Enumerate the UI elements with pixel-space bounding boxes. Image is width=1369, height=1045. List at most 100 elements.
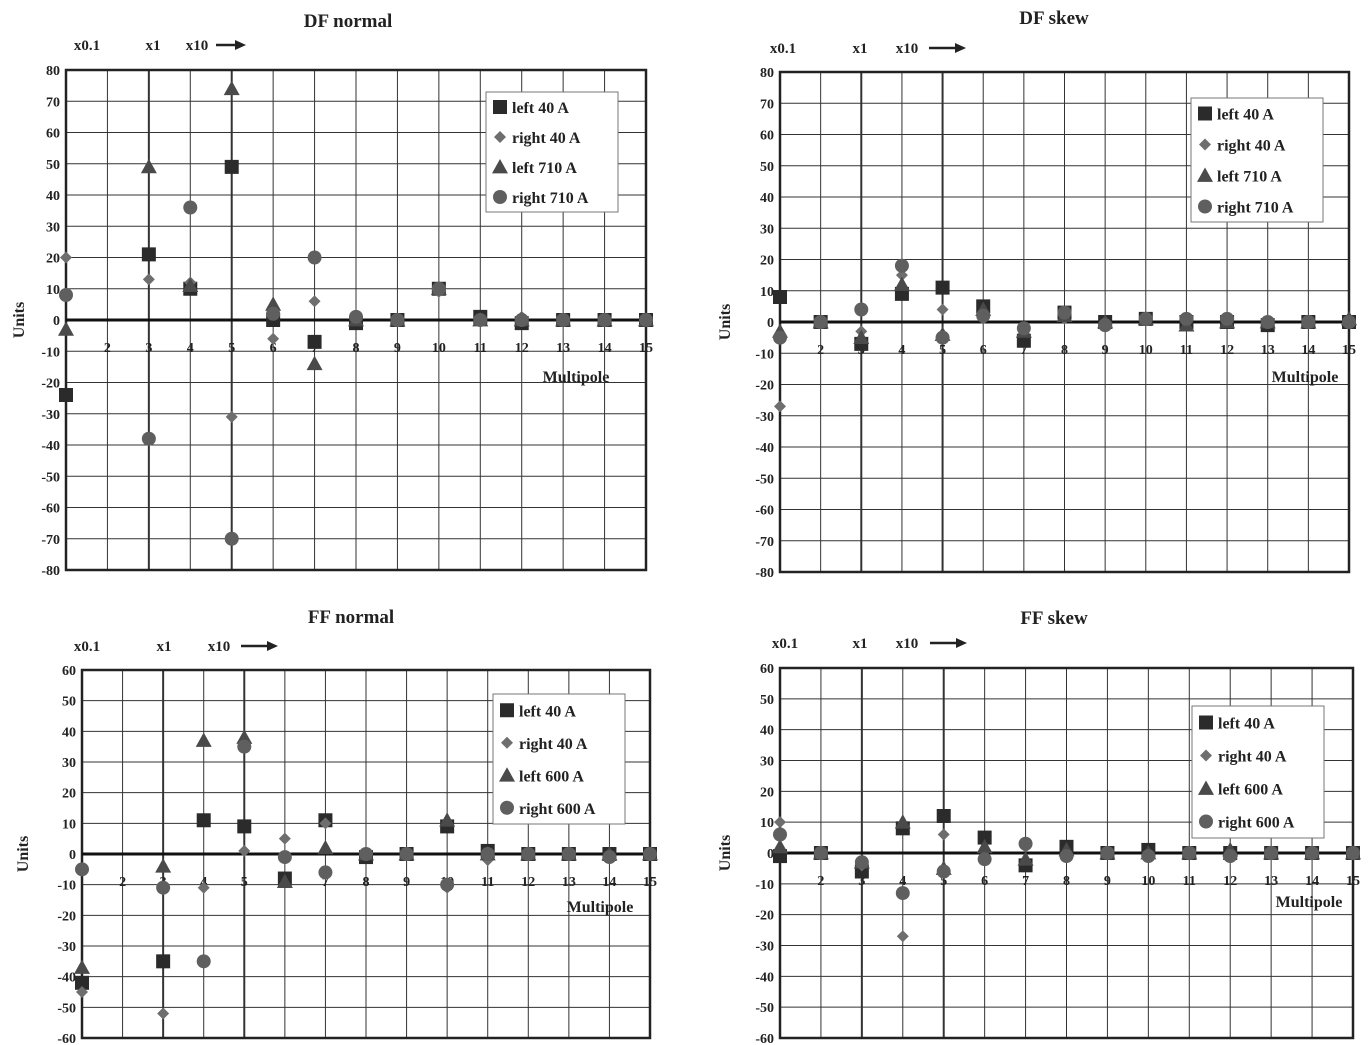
y-tick-label: -30 — [57, 940, 76, 955]
x-tick-label: 2 — [104, 341, 111, 356]
legend-entry: left 40 A — [1217, 107, 1274, 124]
series-right-710-a — [773, 258, 1356, 345]
data-points — [772, 258, 1357, 413]
data-point-circle — [1260, 315, 1275, 329]
y-tick-label: -10 — [755, 878, 774, 893]
data-point-circle — [894, 258, 909, 273]
x-tick-label: 13 — [562, 875, 576, 890]
y-tick-label: -20 — [41, 377, 60, 392]
y-tick-label: -70 — [755, 535, 774, 550]
chart-title: DF skew — [1019, 8, 1089, 29]
y-tick-label: 20 — [760, 254, 774, 269]
scale-label: x1 — [853, 636, 868, 652]
scale-label: x1 — [853, 41, 868, 57]
chart-title: FF skew — [1020, 608, 1088, 629]
data-point-triangle — [155, 858, 172, 873]
x-tick-label: 5 — [939, 343, 946, 358]
data-point-diamond — [225, 410, 238, 423]
data-point-circle — [1057, 305, 1072, 320]
legend-box — [1190, 97, 1324, 223]
x-tick-label: 5 — [228, 341, 235, 356]
legend-entry: left 710 A — [512, 160, 577, 177]
x-axis-label: Multipole — [567, 899, 634, 916]
data-point-diamond — [774, 400, 786, 413]
data-point-circle — [597, 313, 612, 327]
y-tick-label: 60 — [46, 127, 60, 142]
data-point-square — [237, 819, 252, 834]
x-tick-label: 3 — [858, 874, 865, 889]
data-point-triangle — [439, 812, 456, 827]
y-axis-label: Units — [717, 835, 734, 871]
scale-label: x1 — [157, 639, 172, 655]
legend-entry: right 600 A — [1218, 815, 1295, 832]
data-point-circle — [1138, 311, 1153, 326]
chart-ff-skew: FF skew x0.1 x1 x10 -60 -50 -40 -30 -20 -10 0 10 20 3… — [717, 608, 1361, 1045]
legend-marker-square — [493, 100, 507, 114]
y-tick-label: 0 — [767, 316, 774, 331]
x-tick-label: 8 — [1063, 874, 1070, 889]
data-point-circle — [1220, 311, 1235, 326]
data-point-circle — [390, 313, 405, 327]
data-point-diamond — [157, 1007, 170, 1020]
data-point-circle — [1059, 849, 1074, 864]
legend-entry: right 600 A — [519, 801, 596, 818]
data-points — [772, 809, 1361, 943]
x-tick-label: 11 — [1180, 343, 1193, 358]
data-point-circle — [349, 309, 363, 324]
scale-label: x0.1 — [772, 636, 798, 652]
data-point-circle — [935, 330, 950, 345]
data-point-circle — [431, 281, 446, 296]
x-tick-label: 2 — [817, 874, 824, 889]
data-point-circle — [639, 313, 653, 327]
x-tick-label: 9 — [1102, 343, 1109, 358]
y-tick-label: 50 — [760, 160, 774, 175]
scale-arrow-icon — [267, 641, 278, 651]
y-tick-label: 40 — [760, 191, 774, 206]
data-point-square — [156, 954, 171, 969]
x-tick-label: 14 — [598, 341, 612, 356]
y-tick-label: 50 — [62, 695, 76, 710]
data-point-triangle — [1017, 851, 1034, 866]
scale-label: x10 — [896, 41, 919, 57]
x-tick-label: 6 — [980, 343, 987, 358]
legend: left 40 A right 40 A left 600 A right 600 A — [492, 693, 626, 825]
data-point-triangle — [236, 729, 253, 744]
x-axis-label: Multipole — [543, 369, 610, 386]
data-point-triangle — [276, 873, 293, 888]
legend-marker-triangle — [492, 159, 508, 174]
y-tick-label: 0 — [53, 314, 60, 329]
x-tick-label: 2 — [119, 875, 126, 890]
data-point-triangle — [265, 296, 282, 311]
data-point-triangle — [195, 732, 212, 747]
data-point-circle — [359, 847, 373, 861]
x-tick-label: 11 — [481, 875, 494, 890]
data-point-circle — [1182, 846, 1197, 860]
data-point-circle — [561, 847, 576, 861]
data-point-triangle — [976, 838, 993, 854]
legend: left 40 A right 40 A left 710 A right 710 A — [485, 91, 619, 213]
legend-marker-circle — [493, 190, 507, 204]
y-tick-label: -40 — [57, 971, 76, 986]
x-tick-label: 12 — [1220, 343, 1234, 358]
y-tick-label: 0 — [69, 848, 76, 863]
x-tick-label: 15 — [1346, 874, 1360, 889]
y-axis-label: Units — [11, 302, 28, 338]
data-point-diamond — [308, 295, 321, 308]
y-tick-label: -80 — [41, 564, 60, 579]
x-tick-label: 14 — [1301, 343, 1315, 358]
legend-marker-square — [500, 703, 514, 718]
scale-label: x0.1 — [74, 38, 100, 54]
y-tick-label: 60 — [62, 664, 76, 679]
y-tick-label: -30 — [755, 940, 774, 955]
y-tick-label: 40 — [46, 189, 60, 204]
x-tick-label: 4 — [899, 874, 906, 889]
data-point-diamond — [319, 817, 332, 830]
x-tick-label: 10 — [1141, 874, 1155, 889]
x-tick-label: 8 — [353, 341, 360, 356]
data-point-circle — [1016, 321, 1031, 336]
data-point-circle — [480, 847, 495, 861]
x-tick-label: 13 — [1261, 343, 1275, 358]
x-tick-label: 12 — [515, 341, 529, 356]
x-tick-label: 2 — [817, 343, 824, 358]
